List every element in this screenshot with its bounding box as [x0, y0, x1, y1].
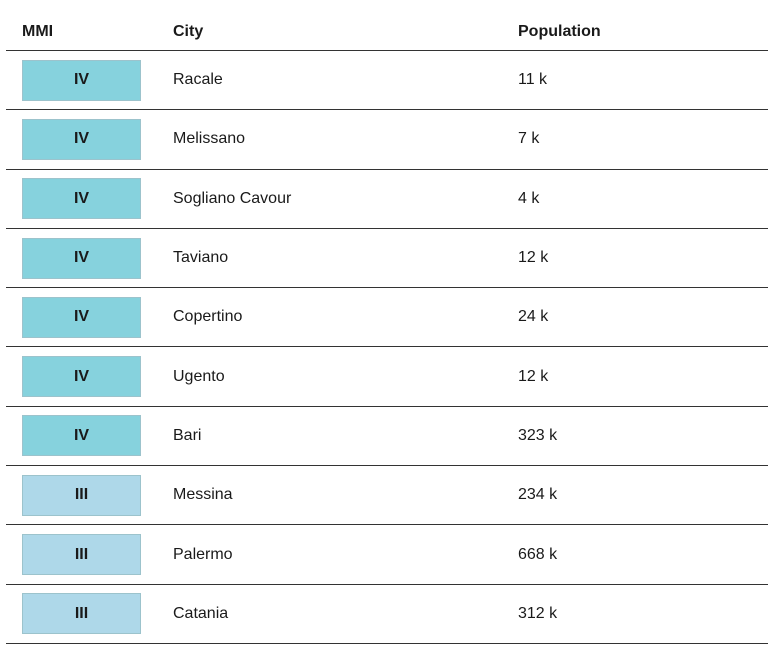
mmi-badge: IV	[22, 237, 141, 279]
population-cell: 4 k	[518, 189, 540, 207]
mmi-cell: IV	[6, 237, 173, 279]
city-cell: Palermo	[173, 545, 233, 563]
mmi-badge: III	[22, 534, 141, 576]
table-row: III Messina 234 k	[6, 466, 768, 526]
mmi-badge: IV	[22, 59, 141, 101]
population-cell: 668 k	[518, 545, 558, 563]
header-cell: MMI	[22, 23, 54, 40]
table-row: IV Taviano 12 k	[6, 229, 768, 289]
table: MMI City Population IV Racale 11 k IV Meliss…	[6, 0, 768, 644]
mmi-cell: IV	[6, 415, 173, 457]
table-row: IV Copertino 24 k	[6, 288, 768, 348]
city-cell: Ugento	[173, 367, 225, 385]
mmi-badge: IV	[22, 296, 141, 338]
mmi-badge: IV	[22, 415, 141, 457]
mmi-cell: IV	[6, 356, 173, 398]
table-row: III Palermo 668 k	[6, 525, 768, 585]
population-cell: 12 k	[518, 367, 549, 385]
city-cell: Sogliano Cavour	[173, 189, 292, 207]
population-cell: 12 k	[518, 249, 549, 267]
header-row: MMI City Population	[6, 0, 768, 51]
city-cell: Taviano	[173, 249, 229, 267]
population-cell: 24 k	[518, 308, 549, 326]
mmi-cell: III	[6, 534, 173, 576]
city-cell: Copertino	[173, 308, 243, 326]
mmi-badge: IV	[22, 356, 141, 398]
table-row: IV Melissano 7 k	[6, 110, 768, 170]
population-cell: 234 k	[518, 486, 558, 504]
mmi-badge: IV	[22, 178, 141, 220]
header-cell: Population	[518, 23, 601, 40]
table-row: IV Sogliano Cavour 4 k	[6, 170, 768, 229]
population-cell: 312 k	[518, 604, 558, 622]
city-cell: Messina	[173, 486, 233, 504]
table-row: IV Bari 323 k	[6, 407, 768, 467]
mmi-cell: IV	[6, 296, 173, 338]
table-row: IV Racale 11 k	[6, 51, 768, 111]
mmi-cell: IV	[6, 118, 173, 160]
city-cell: Catania	[173, 604, 229, 622]
population-cell: 11 k	[518, 71, 548, 89]
mmi-cell: III	[6, 474, 173, 516]
table-row: IV Ugento 12 k	[6, 347, 768, 407]
mmi-cell: III	[6, 593, 173, 635]
population-cell: 323 k	[518, 426, 558, 444]
city-cell: Melissano	[173, 130, 246, 148]
mmi-badge: III	[22, 593, 141, 635]
population-cell: 7 k	[518, 130, 540, 148]
mmi-cell: IV	[6, 59, 173, 101]
mmi-badge: III	[22, 474, 141, 516]
mmi-badge: IV	[22, 118, 141, 160]
city-cell: Racale	[173, 71, 223, 89]
city-cell: Bari	[173, 426, 202, 444]
header-cell: City	[173, 23, 204, 40]
mmi-cell: IV	[6, 178, 173, 220]
table-row: III Catania 312 k	[6, 585, 768, 644]
